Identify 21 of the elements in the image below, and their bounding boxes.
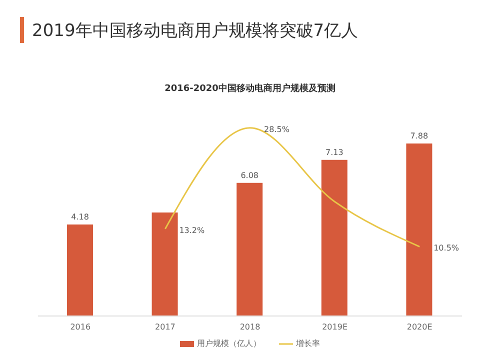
data-label: 28.5% (264, 124, 290, 134)
data-label: 10.5% (434, 244, 460, 253)
bar (236, 182, 263, 316)
bar (321, 160, 348, 316)
legend-label: 增长率 (295, 338, 320, 349)
bar (152, 212, 178, 316)
data-label: 13.2% (179, 226, 206, 235)
bar (406, 144, 432, 316)
legend-label: 用户规模（亿人） (196, 338, 261, 349)
data-label: 7.13 (325, 148, 344, 157)
x-tick-label: 2020E (406, 322, 432, 332)
data-label: 7.88 (410, 132, 428, 140)
data-label: 4.18 (71, 212, 89, 222)
x-tick-label: 2018 (240, 322, 260, 332)
x-tick-label: 2017 (155, 322, 176, 332)
data-label: 6.08 (240, 170, 259, 180)
chart-subtitle: 2016-2020中国移动电商用户规模及预测 (164, 82, 336, 95)
chart-title: 2019年中国移动电商用户规模将突破7亿人 (32, 20, 358, 42)
x-tick-label: 2016 (70, 322, 91, 332)
bar (67, 224, 93, 316)
x-tick-label: 2019E (322, 322, 348, 332)
